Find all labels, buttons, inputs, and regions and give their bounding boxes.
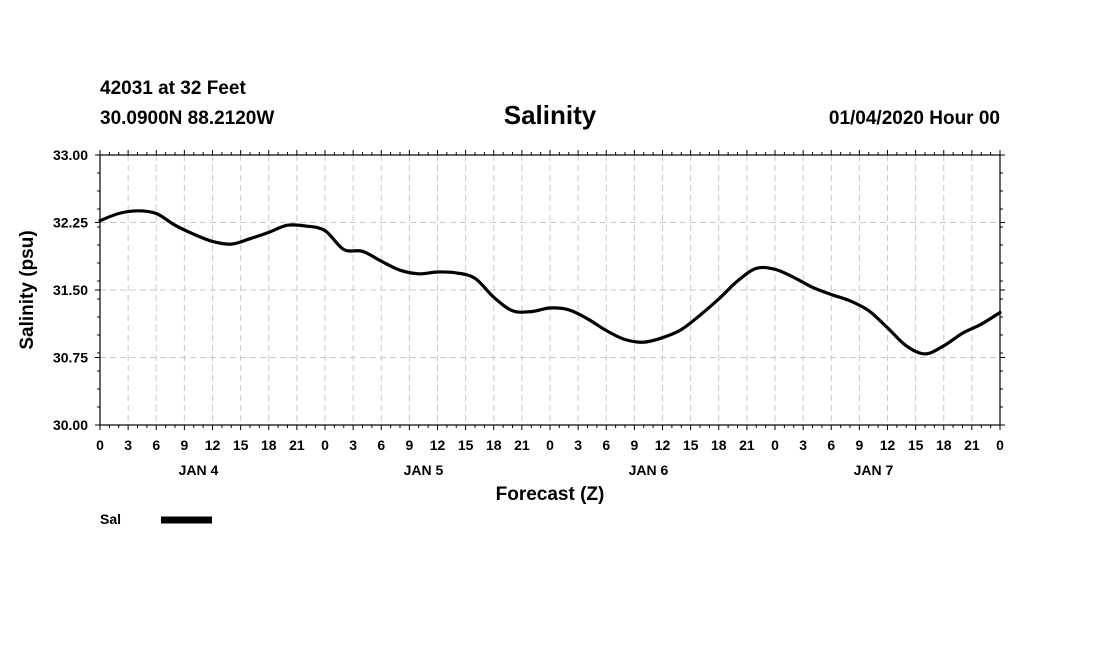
grid-lines — [100, 155, 1000, 425]
y-tick-label: 31.50 — [53, 282, 88, 298]
y-axis-title: Salinity (psu) — [17, 230, 38, 349]
x-tick-label: 0 — [321, 437, 329, 453]
x-tick-label: 21 — [964, 437, 980, 453]
series-line-sal — [98, 209, 1002, 356]
x-tick-label: 15 — [233, 437, 249, 453]
x-tick-label: 6 — [827, 437, 835, 453]
y-tick-labels: 30.00 30.75 31.50 32.25 33.00 — [53, 147, 88, 433]
day-label: JAN 7 — [854, 462, 894, 478]
y-tick-label: 32.25 — [53, 215, 88, 231]
x-tick-label: 9 — [180, 437, 188, 453]
x-tick-label: 9 — [855, 437, 863, 453]
legend-label: Sal — [100, 511, 121, 527]
x-tick-label: 15 — [458, 437, 474, 453]
x-tick-label: 0 — [771, 437, 779, 453]
x-tick-label: 6 — [602, 437, 610, 453]
day-label: JAN 5 — [404, 462, 444, 478]
series-layer — [98, 209, 1002, 356]
x-tick-label: 0 — [996, 437, 1004, 453]
x-tick-label: 12 — [430, 437, 446, 453]
x-tick-label: 6 — [152, 437, 160, 453]
x-tick-label: 3 — [124, 437, 132, 453]
x-tick-label: 15 — [683, 437, 699, 453]
x-tick-label: 18 — [711, 437, 727, 453]
plot-frame — [99, 154, 1001, 426]
x-tick-label: 0 — [546, 437, 554, 453]
x-tick-label: 15 — [908, 437, 924, 453]
y-tick-label: 30.75 — [53, 350, 88, 366]
x-tick-label: 12 — [880, 437, 896, 453]
x-tick-label: 6 — [377, 437, 385, 453]
chart-title: Salinity — [504, 100, 597, 130]
datetime-label: 01/04/2020 Hour 00 — [829, 108, 1000, 129]
x-tick-label: 9 — [405, 437, 413, 453]
day-label: JAN 4 — [179, 462, 219, 478]
x-tick-label: 3 — [349, 437, 357, 453]
y-tick-label: 30.00 — [53, 417, 88, 433]
x-tick-label: 21 — [739, 437, 755, 453]
x-tick-label: 12 — [655, 437, 671, 453]
x-tick-label: 21 — [514, 437, 530, 453]
x-tick-label: 18 — [261, 437, 277, 453]
x-tick-label: 12 — [205, 437, 221, 453]
x-tick-label: 3 — [574, 437, 582, 453]
x-tick-label: 0 — [96, 437, 104, 453]
x-tick-labels: 0 3 6 9 12 15 18 21 0 3 6 9 12 15 18 21 0 3 6 9 12 15 18 21 0 3 6 9… — [96, 437, 1004, 453]
x-tick-label: 18 — [936, 437, 952, 453]
x-tick-label: 18 — [486, 437, 502, 453]
station-label: 42031 at 32 Feet — [100, 78, 246, 99]
x-tick-label: 3 — [799, 437, 807, 453]
x-tick-label: 21 — [289, 437, 305, 453]
x-axis-title: Forecast (Z) — [496, 484, 605, 505]
day-label: JAN 6 — [629, 462, 669, 478]
location-label: 30.0900N 88.2120W — [100, 108, 274, 129]
day-labels: JAN 4 JAN 5 JAN 6 JAN 7 — [179, 462, 894, 478]
x-tick-label: 9 — [630, 437, 638, 453]
y-tick-label: 33.00 — [53, 147, 88, 163]
